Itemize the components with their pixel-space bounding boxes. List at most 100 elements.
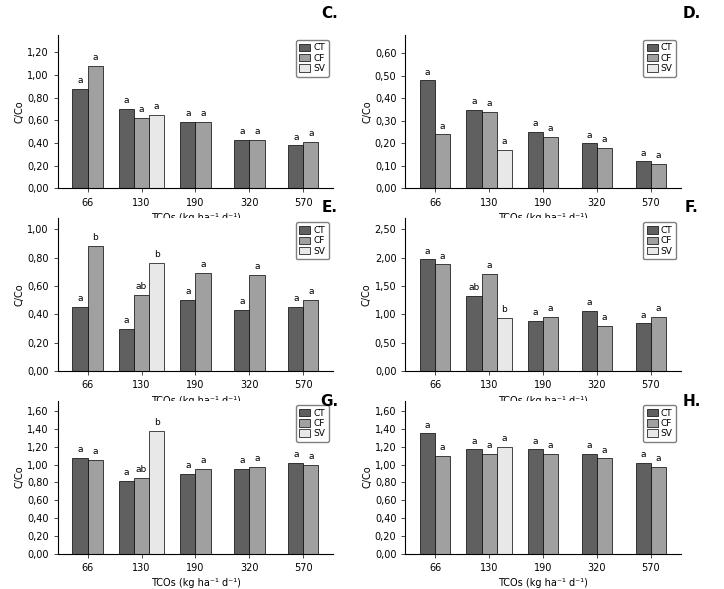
X-axis label: TCOs (kg ha⁻¹ d⁻¹): TCOs (kg ha⁻¹ d⁻¹) — [151, 578, 240, 588]
Text: a: a — [586, 131, 592, 140]
Text: a: a — [656, 455, 661, 464]
Text: a: a — [201, 260, 206, 269]
Bar — [250, 140, 264, 188]
X-axis label: TCOs (kg ha⁻¹ d⁻¹): TCOs (kg ha⁻¹ d⁻¹) — [498, 213, 588, 223]
Text: a: a — [440, 121, 445, 131]
Bar — [119, 109, 134, 188]
Text: a: a — [602, 313, 607, 322]
Text: a: a — [440, 443, 445, 452]
X-axis label: TCOs (kg ha⁻¹ d⁻¹): TCOs (kg ha⁻¹ d⁻¹) — [498, 578, 588, 588]
Bar — [497, 150, 512, 188]
Text: ab: ab — [136, 282, 147, 290]
Bar — [481, 273, 497, 371]
Bar — [88, 246, 103, 371]
Text: a: a — [548, 305, 553, 313]
Text: C.: C. — [321, 6, 338, 21]
Text: a: a — [602, 135, 607, 144]
Bar — [497, 318, 512, 371]
Text: a: a — [548, 441, 553, 450]
Text: b: b — [153, 418, 159, 427]
Legend: CT, CF, SV: CT, CF, SV — [296, 223, 329, 259]
Bar — [543, 137, 558, 188]
Text: a: a — [602, 445, 607, 455]
Text: a: a — [185, 109, 190, 118]
Text: F.: F. — [685, 200, 698, 215]
Text: a: a — [201, 109, 206, 118]
Bar — [88, 66, 103, 188]
Bar — [303, 465, 319, 554]
Bar — [582, 311, 597, 371]
Legend: CT, CF, SV: CT, CF, SV — [296, 40, 329, 77]
Text: a: a — [124, 96, 129, 105]
Text: a: a — [502, 137, 507, 146]
Bar — [288, 463, 303, 554]
Text: a: a — [124, 316, 129, 325]
Text: b: b — [153, 250, 159, 260]
Text: a: a — [154, 102, 159, 111]
Bar — [528, 132, 543, 188]
Bar — [420, 259, 435, 371]
Bar — [636, 323, 651, 371]
Bar — [180, 300, 195, 371]
Bar — [303, 142, 319, 188]
Text: a: a — [77, 76, 83, 85]
Text: a: a — [77, 445, 83, 454]
Bar — [72, 458, 88, 554]
X-axis label: TCOs (kg ha⁻¹ d⁻¹): TCOs (kg ha⁻¹ d⁻¹) — [498, 396, 588, 406]
Text: a: a — [471, 436, 476, 446]
Bar — [195, 121, 211, 188]
Text: a: a — [308, 129, 313, 138]
Text: a: a — [533, 436, 538, 446]
Text: a: a — [487, 441, 492, 450]
Text: a: a — [502, 434, 507, 443]
Text: G.: G. — [320, 395, 339, 409]
Text: ab: ab — [136, 465, 147, 474]
Bar — [119, 481, 134, 554]
Text: a: a — [656, 305, 661, 313]
Bar — [466, 296, 481, 371]
Text: E.: E. — [321, 200, 337, 215]
Bar — [636, 161, 651, 188]
Bar — [466, 110, 481, 188]
Bar — [651, 164, 666, 188]
Text: a: a — [308, 452, 313, 461]
Bar — [481, 112, 497, 188]
Y-axis label: C/Co: C/Co — [14, 101, 25, 123]
Text: a: a — [548, 124, 553, 133]
Text: a: a — [93, 53, 98, 62]
Bar — [597, 148, 612, 188]
Text: a: a — [425, 421, 430, 429]
Text: a: a — [293, 133, 298, 141]
Bar — [250, 274, 264, 371]
Legend: CT, CF, SV: CT, CF, SV — [296, 405, 329, 442]
Legend: CT, CF, SV: CT, CF, SV — [644, 405, 676, 442]
Text: a: a — [239, 297, 245, 306]
Text: a: a — [185, 287, 190, 296]
Text: a: a — [239, 456, 245, 465]
Text: a: a — [586, 298, 592, 307]
Text: a: a — [254, 262, 260, 271]
Bar — [134, 478, 149, 554]
Bar — [119, 329, 134, 371]
Bar — [582, 144, 597, 188]
Bar — [528, 321, 543, 371]
Text: a: a — [425, 68, 430, 77]
Bar — [481, 454, 497, 554]
Bar — [420, 80, 435, 188]
Text: b: b — [92, 233, 98, 243]
Bar — [435, 264, 450, 371]
Text: a: a — [139, 105, 144, 114]
Text: a: a — [425, 247, 430, 256]
Bar — [149, 263, 164, 371]
Bar — [88, 460, 103, 554]
X-axis label: TCOs (kg ha⁻¹ d⁻¹): TCOs (kg ha⁻¹ d⁻¹) — [151, 396, 240, 406]
Bar — [597, 326, 612, 371]
Bar — [466, 449, 481, 554]
Text: D.: D. — [682, 6, 701, 21]
Bar — [180, 474, 195, 554]
Text: a: a — [93, 447, 98, 456]
Text: a: a — [254, 127, 260, 136]
Bar — [250, 467, 264, 554]
Legend: CT, CF, SV: CT, CF, SV — [644, 40, 676, 77]
Bar — [543, 317, 558, 371]
